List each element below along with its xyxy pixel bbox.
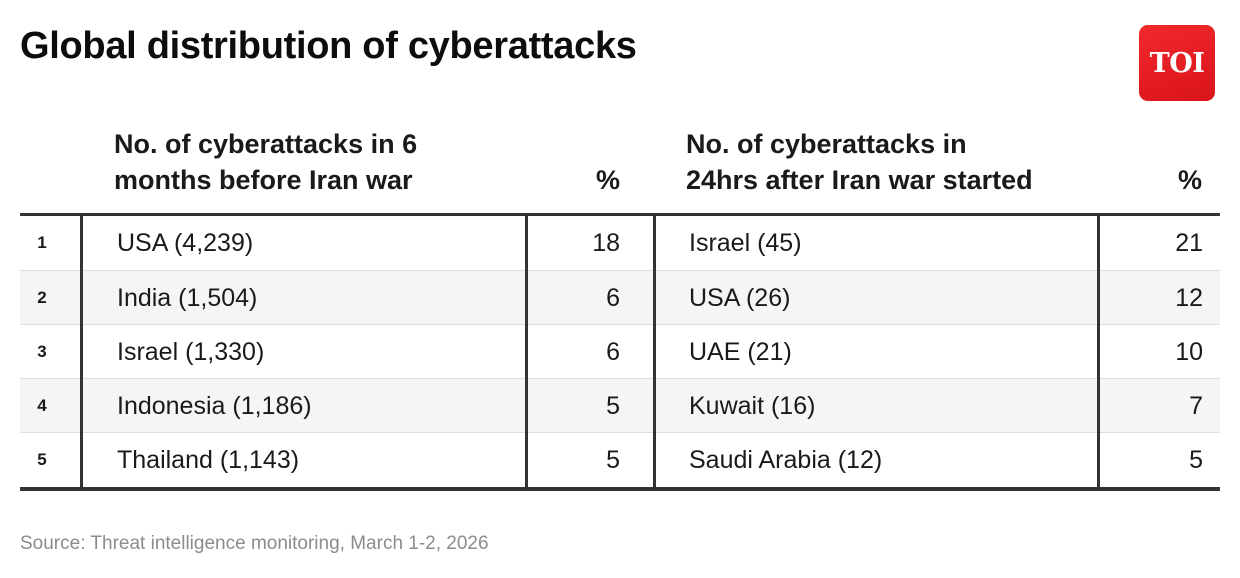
column-divider (525, 216, 528, 487)
rank-cell: 4 (37, 396, 47, 415)
header-after-percent: % (1177, 165, 1202, 195)
cyberattacks-table: 1 USA (4,239) 18 Israel (45) 21 2 India … (20, 213, 1220, 491)
table-row: 4 Indonesia (1,186) 5 Kuwait (16) 7 (20, 378, 1220, 432)
after-country-cell: Israel (45) (689, 229, 802, 257)
column-divider (1097, 216, 1100, 487)
rank-cell: 2 (37, 288, 47, 307)
column-divider (653, 216, 656, 487)
before-percent-cell: 5 (606, 392, 620, 420)
before-country-cell: Indonesia (1,186) (117, 392, 312, 420)
header-before-line1: No. of cyberattacks in 6 (114, 129, 418, 159)
after-country-cell: USA (26) (689, 284, 791, 312)
before-country-cell: Thailand (1,143) (117, 446, 300, 474)
before-country-cell: Israel (1,330) (117, 338, 265, 366)
table-row: 1 USA (4,239) 18 Israel (45) 21 (20, 216, 1220, 270)
table-row: 3 Israel (1,330) 6 UAE (21) 10 (20, 324, 1220, 378)
rank-cell: 1 (37, 233, 47, 252)
table-row: 5 Thailand (1,143) 5 Saudi Arabia (12) 5 (20, 432, 1220, 486)
logo-text: TOI (1149, 47, 1205, 79)
before-percent-cell: 6 (606, 338, 620, 366)
after-country-cell: UAE (21) (689, 338, 792, 366)
table-row: 2 India (1,504) 6 USA (26) 12 (20, 270, 1220, 324)
after-percent-cell: 5 (1189, 446, 1203, 474)
before-country-cell: India (1,504) (117, 284, 258, 312)
source-note: Source: Threat intelligence monitoring, … (20, 533, 489, 554)
rank-cell: 5 (37, 450, 47, 469)
header-before-line2: months before Iran war (114, 165, 413, 195)
header-after-war: No. of cyberattacks in 24hrs after Iran … (686, 126, 1106, 198)
after-country-cell: Kuwait (16) (689, 392, 816, 420)
rank-cell: 3 (37, 342, 47, 361)
header-after-line1: No. of cyberattacks in (686, 129, 967, 159)
after-percent-cell: 7 (1189, 392, 1203, 420)
before-percent-cell: 18 (592, 229, 620, 257)
before-percent-cell: 6 (606, 284, 620, 312)
toi-logo: TOI (1139, 25, 1215, 101)
column-divider (80, 216, 83, 487)
header-before-percent: % (595, 165, 620, 195)
after-country-cell: Saudi Arabia (12) (689, 446, 883, 474)
header-after-line2: 24hrs after Iran war started (686, 165, 1033, 195)
page-title: Global distribution of cyberattacks (20, 25, 637, 67)
after-percent-cell: 12 (1175, 284, 1203, 312)
after-percent-cell: 10 (1175, 338, 1203, 366)
header-before-war: No. of cyberattacks in 6 months before I… (114, 126, 514, 198)
before-percent-cell: 5 (606, 446, 620, 474)
before-country-cell: USA (4,239) (117, 229, 254, 257)
after-percent-cell: 21 (1175, 229, 1203, 257)
